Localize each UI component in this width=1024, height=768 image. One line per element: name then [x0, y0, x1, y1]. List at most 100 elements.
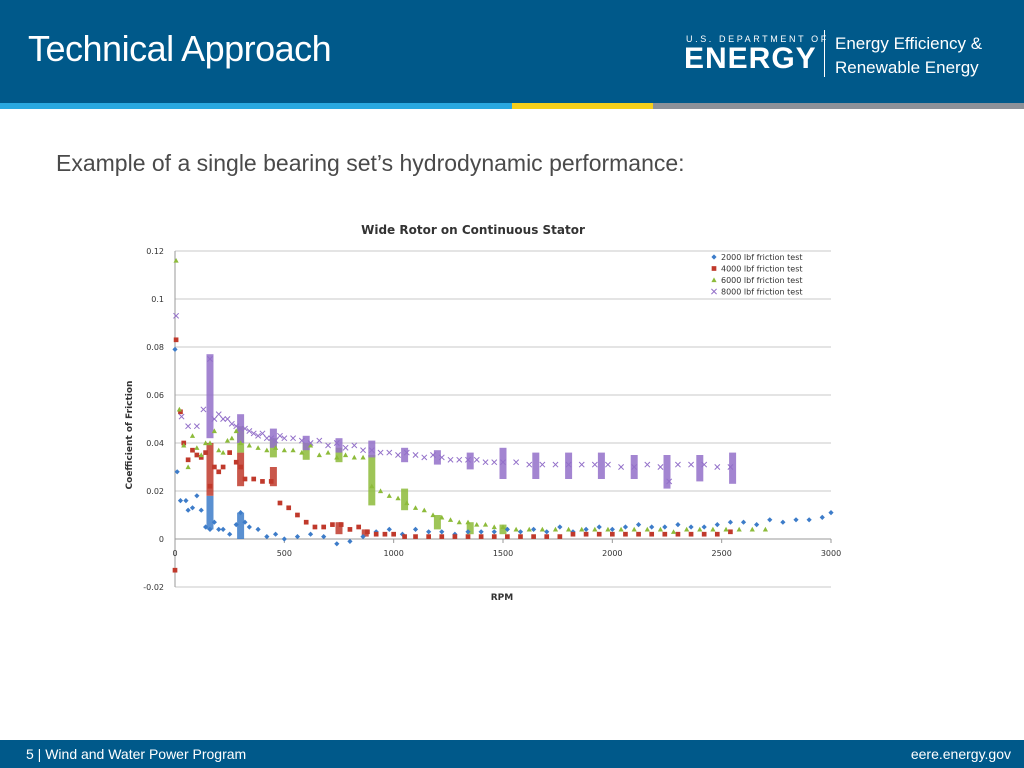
data-point: [181, 442, 187, 448]
x-tick-label: 3000: [821, 549, 841, 558]
data-point: [207, 526, 213, 532]
point-cluster: [302, 435, 310, 451]
data-point: [255, 445, 261, 450]
data-point: [618, 526, 624, 532]
point-cluster: [368, 440, 376, 458]
x-tick-label: 1500: [493, 549, 513, 558]
y-tick-labels: -0.02 0 0.02 0.04 0.06 0.08 0.1 0.12: [143, 247, 164, 592]
data-point: [544, 534, 550, 539]
data-point: [478, 534, 484, 539]
data-point: [216, 469, 222, 475]
data-point: [623, 531, 628, 537]
data-point: [697, 526, 703, 532]
data-point: [413, 534, 418, 539]
series-2: [172, 337, 733, 573]
data-point: [412, 452, 419, 458]
y-tick-label: 0.04: [146, 439, 164, 448]
page-title: Technical Approach: [28, 28, 332, 69]
data-point: [500, 459, 506, 466]
data-point: [465, 534, 471, 539]
data-point: [517, 529, 524, 535]
data-point: [762, 526, 768, 532]
data-point: [233, 459, 239, 465]
data-point: [701, 531, 707, 537]
data-point: [439, 529, 445, 535]
data-point: [780, 519, 786, 525]
data-point: [426, 529, 432, 535]
x-tick-labels: 0 500 1000 1500 2000 2500 3000: [172, 549, 841, 558]
data-point: [259, 430, 266, 437]
data-point: [260, 479, 265, 484]
data-point: [238, 464, 243, 470]
data-point: [439, 514, 445, 520]
data-point: [491, 529, 497, 535]
data-point: [172, 567, 178, 573]
data-point: [518, 534, 523, 539]
legend-label: 4000 lbf friction test: [721, 265, 803, 274]
data-point: [307, 442, 314, 448]
data-point: [482, 522, 489, 527]
data-point: [321, 534, 327, 540]
data-point: [727, 464, 734, 470]
data-point: [298, 437, 305, 444]
data-point: [194, 445, 200, 450]
point-cluster: [237, 512, 245, 539]
chart-title: Wide Rotor on Continuous Stator: [361, 223, 585, 237]
data-point: [316, 452, 322, 458]
data-point: [347, 538, 353, 544]
data-point: [539, 461, 546, 468]
data-point: [277, 500, 283, 506]
data-point: [198, 455, 204, 460]
data-point: [189, 433, 196, 438]
accent-stripe-gray: [653, 103, 1024, 109]
y-tick-label: 0.1: [151, 295, 164, 304]
data-point: [636, 531, 641, 537]
data-point: [531, 534, 536, 539]
data-point: [198, 507, 204, 513]
data-point: [438, 454, 445, 461]
data-point: [491, 524, 497, 530]
data-point: [605, 526, 611, 532]
data-point: [207, 356, 213, 362]
x-axis-label: RPM: [491, 593, 514, 603]
data-point: [338, 522, 344, 527]
legend-label: 2000 lbf friction test: [721, 253, 803, 262]
data-point: [286, 505, 292, 511]
data-point: [793, 517, 799, 523]
y-tick-label: 0.12: [146, 247, 164, 256]
data-point: [386, 493, 392, 498]
footer-url[interactable]: eere.energy.gov: [910, 746, 1011, 762]
data-point: [334, 454, 340, 460]
data-point: [819, 514, 825, 520]
data-point: [233, 522, 239, 528]
doe-logo-line1: U.S. DEPARTMENT OF: [686, 34, 829, 44]
data-point: [566, 526, 572, 532]
data-point: [255, 526, 261, 532]
data-point: [456, 456, 463, 463]
legend-item: 6000 lbf friction test: [711, 276, 803, 285]
legend-item: 4000 lbf friction test: [711, 265, 803, 274]
data-point: [330, 522, 335, 527]
y-tick-label: -0.02: [143, 583, 164, 592]
data-point: [728, 529, 733, 535]
data-point: [212, 464, 217, 470]
data-point: [178, 413, 185, 420]
data-point: [714, 522, 720, 528]
data-point: [220, 526, 226, 532]
data-point: [544, 529, 550, 535]
data-point: [224, 416, 231, 422]
data-point: [224, 438, 231, 443]
point-cluster: [237, 452, 245, 487]
data-point: [736, 526, 742, 532]
data-point: [635, 522, 642, 528]
data-point: [714, 531, 720, 537]
data-point: [674, 461, 681, 468]
point-cluster: [206, 354, 214, 439]
data-point: [452, 531, 458, 537]
data-point: [513, 526, 519, 532]
data-point: [268, 435, 275, 442]
legend-marker: [711, 266, 717, 271]
y-tick-label: 0.06: [146, 391, 164, 400]
data-point: [250, 430, 257, 437]
point-cluster: [597, 452, 605, 479]
